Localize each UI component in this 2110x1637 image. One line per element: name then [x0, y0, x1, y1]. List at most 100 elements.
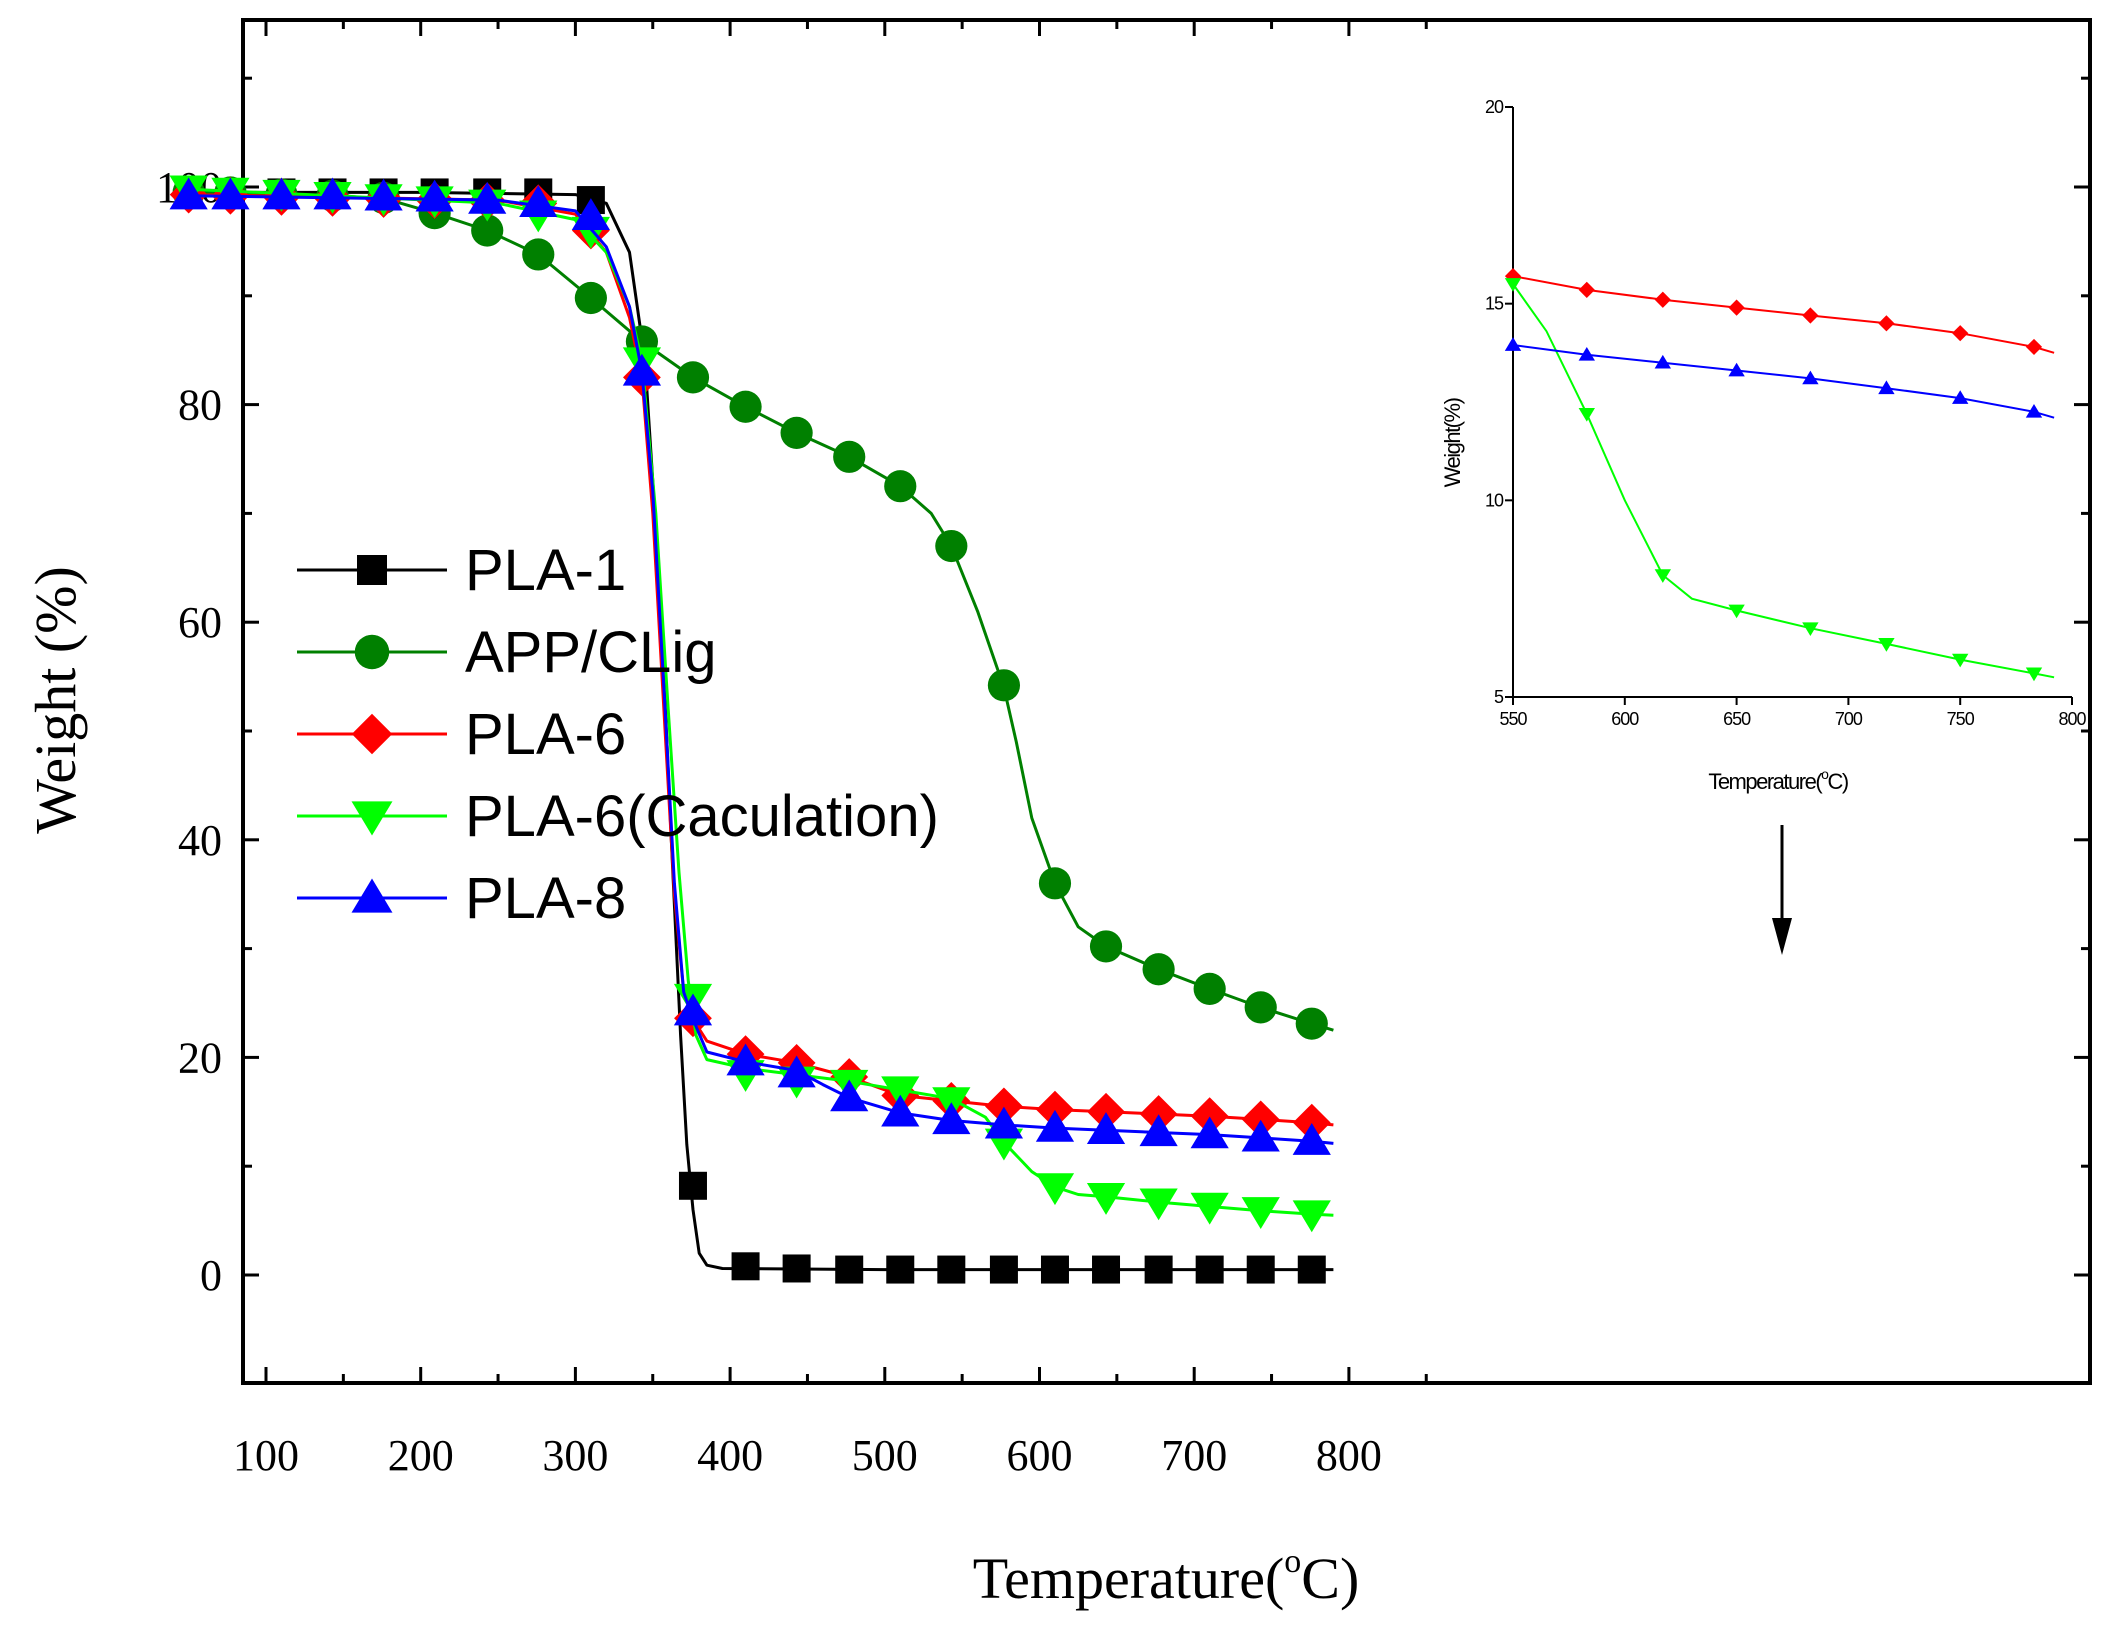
data-point-pla-6 — [1241, 1100, 1280, 1139]
legend-item-pla-6-caculation: PLA-6(Caculation) — [297, 784, 939, 849]
inset-data-point-pla-6 — [1654, 291, 1671, 308]
data-point-pla-8 — [777, 1055, 816, 1088]
inset-data-point-pla-6 — [1728, 299, 1745, 316]
legend-item-pla-1: PLA-1 — [297, 538, 626, 603]
data-point-pla-6-caculation — [1292, 1200, 1331, 1233]
data-point-app-clig — [935, 529, 968, 563]
inset-data-point-pla-8 — [1952, 390, 1969, 404]
data-point-pla-1 — [1195, 1255, 1224, 1284]
data-point-app-clig — [833, 440, 866, 473]
legend-marker-pla-6 — [351, 713, 393, 755]
legend-marker-pla-1 — [357, 555, 387, 585]
inset-data-point-pla-8 — [1654, 354, 1672, 369]
x-tick-label: 100 — [233, 1431, 299, 1480]
inset-data-point-pla-8 — [1878, 380, 1895, 395]
data-point-pla-6-caculation — [1139, 1188, 1178, 1221]
inset-data-point-pla-8 — [2025, 404, 2043, 418]
data-point-app-clig — [1193, 972, 1226, 1005]
data-point-pla-8 — [571, 198, 610, 231]
data-point-pla-8 — [415, 179, 454, 212]
main-plot-frame — [241, 18, 2092, 1385]
data-point-pla-6-caculation — [1241, 1197, 1280, 1230]
y-tick-label: 40 — [178, 816, 222, 865]
legend-label: PLA-8 — [465, 866, 626, 931]
data-point-pla-1 — [886, 1255, 915, 1284]
legend: PLA-1 APP/CLig PLA-6 PLA-6(Caculation) PLA-8 — [297, 538, 939, 931]
inset-axes: 550 600 650 700 750 800 5 10 15 20 — [1485, 97, 2088, 729]
data-point-app-clig — [729, 390, 762, 423]
data-point-pla-8 — [932, 1102, 971, 1135]
data-point-app-clig — [780, 416, 813, 449]
inset-data-point-pla-6-caculation — [1802, 622, 1819, 636]
inset-x-axis-title-text: Temperature( — [1708, 769, 1823, 794]
data-point-pla-8 — [881, 1094, 920, 1127]
y-tick-label: 20 — [178, 1033, 222, 1082]
x-tick-label: 500 — [852, 1431, 918, 1480]
data-point-pla-6 — [1190, 1097, 1229, 1136]
data-point-pla-6-caculation — [881, 1076, 920, 1109]
data-point-pla-8 — [1086, 1112, 1126, 1144]
inset-x-tick-label: 750 — [1947, 709, 1975, 729]
data-point-app-clig — [1244, 991, 1277, 1024]
data-point-pla-8 — [313, 177, 352, 210]
x-tick-label: 600 — [1007, 1431, 1073, 1480]
data-point-pla-6-caculation — [1035, 1173, 1075, 1206]
y-tick-label: 60 — [178, 598, 222, 647]
main-x-axis-title-text: Temperature( — [973, 1546, 1285, 1611]
inset-x-tick-label: 800 — [2058, 709, 2086, 729]
inset-series-layer — [1504, 268, 2055, 682]
data-point-app-clig — [884, 470, 917, 503]
data-point-app-clig — [471, 214, 504, 247]
data-point-pla-8 — [726, 1043, 765, 1076]
inset-data-point-pla-6-caculation — [2025, 667, 2043, 682]
inset-data-point-pla-6-caculation — [1654, 569, 1672, 583]
data-point-pla-8 — [364, 178, 403, 211]
inset-data-point-pla-6 — [1952, 325, 1969, 342]
inset-data-point-pla-6-caculation — [1578, 407, 1595, 422]
data-point-pla-8 — [211, 177, 250, 210]
inset-data-point-pla-6 — [2025, 338, 2043, 356]
inset-x-axis-title: Temperature(oC) — [1708, 766, 1848, 794]
inset-y-tick-label: 15 — [1485, 294, 1504, 314]
data-point-pla-6-caculation — [1190, 1192, 1229, 1225]
y-tick-label: 80 — [178, 381, 222, 430]
inset-background — [1513, 107, 2072, 697]
data-point-app-clig — [522, 238, 555, 271]
x-tick-label: 300 — [542, 1431, 608, 1480]
inset-data-point-pla-6 — [1504, 268, 1522, 285]
data-point-pla-1 — [1246, 1255, 1275, 1284]
data-point-pla-1 — [937, 1255, 966, 1284]
inset-data-point-pla-6-caculation — [1878, 638, 1895, 652]
x-tick-label: 800 — [1316, 1431, 1382, 1480]
data-point-pla-1 — [731, 1252, 760, 1281]
data-point-app-clig — [676, 361, 710, 394]
main-series-layer — [169, 175, 1334, 1284]
inset-data-point-pla-8 — [1802, 370, 1819, 385]
inset-data-point-pla-6-caculation — [1504, 278, 1522, 292]
legend-marker-pla-6-caculation — [351, 801, 393, 836]
data-point-app-clig — [987, 669, 1021, 702]
data-point-app-clig — [1038, 867, 1072, 900]
data-point-pla-8 — [1035, 1109, 1075, 1142]
inset-x-axis-title-degree: o — [1821, 766, 1829, 782]
data-point-pla-8 — [830, 1079, 869, 1112]
legend-item-pla-8: PLA-8 — [297, 866, 626, 931]
inset-x-tick-label: 600 — [1611, 709, 1639, 729]
x-tick-label: 700 — [1161, 1431, 1227, 1480]
data-point-pla-1 — [782, 1254, 811, 1283]
data-point-pla-8 — [622, 353, 662, 386]
inset-x-tick-label: 550 — [1499, 709, 1527, 729]
data-point-app-clig — [1142, 953, 1175, 986]
inset-y-axis-title: Weight(%) — [1440, 398, 1465, 487]
inset-data-point-pla-6 — [1802, 307, 1819, 324]
inset-series-line-pla-6-caculation — [1512, 283, 2055, 679]
inset-y-tick-label: 10 — [1485, 490, 1504, 510]
legend-label: PLA-6 — [465, 702, 626, 767]
data-point-pla-6-caculation — [1086, 1183, 1126, 1215]
main-y-axis-title: Weight (%) — [23, 566, 88, 834]
inset-y-tick-label: 5 — [1494, 687, 1504, 707]
data-point-pla-6 — [1139, 1095, 1178, 1133]
inset-series-pla-8 — [1504, 337, 2055, 419]
inset-data-point-pla-8 — [1578, 347, 1595, 361]
series-pla-8 — [169, 177, 1334, 1155]
